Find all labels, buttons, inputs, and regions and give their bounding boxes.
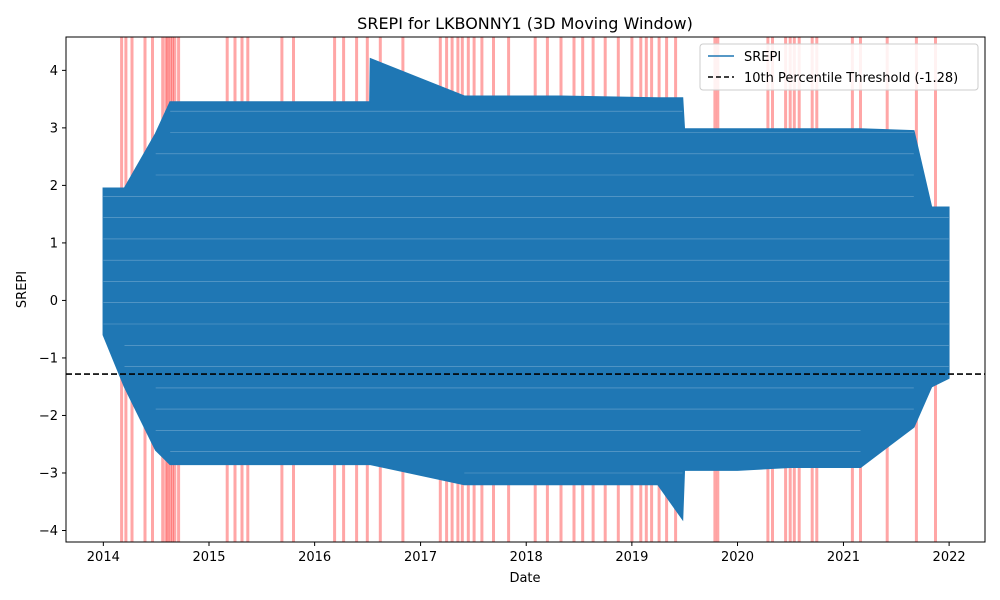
- y-tick-label: 3: [50, 121, 58, 136]
- srepi-series: [102, 57, 950, 522]
- legend-srepi-label: SREPI: [744, 50, 781, 65]
- x-tick-label: 2018: [510, 550, 543, 565]
- legend-threshold-label: 10th Percentile Threshold (-1.28): [744, 71, 958, 86]
- x-axis-label: Date: [509, 571, 540, 586]
- y-tick-label: −4: [39, 524, 58, 539]
- x-tick-label: 2014: [87, 550, 120, 565]
- y-tick-label: 0: [50, 294, 58, 309]
- x-tick-label: 2015: [192, 550, 225, 565]
- legend-box: [699, 43, 979, 91]
- x-axis: 2014 2015 2016 2017 2018 2019 2020 2021 2022: [87, 542, 966, 565]
- x-tick-label: 2016: [298, 550, 331, 565]
- y-tick-label: −2: [39, 409, 58, 424]
- srepi-band: [102, 57, 950, 522]
- y-axis-label: SREPI: [15, 271, 30, 308]
- y-tick-label: −1: [39, 351, 58, 366]
- x-tick-label: 2022: [933, 550, 966, 565]
- x-tick-label: 2019: [615, 550, 648, 565]
- plot-frame: [65, 36, 986, 543]
- y-tick-label: 1: [50, 236, 58, 251]
- y-axis: −4 −3 −2 −1 0 1 2 3 4: [39, 64, 66, 539]
- legend: SREPI 10th Percentile Threshold (-1.28): [699, 43, 979, 91]
- y-tick-label: 4: [50, 64, 58, 79]
- chart-title: SREPI for LKBONNY1 (3D Moving Window): [357, 14, 693, 33]
- x-tick-label: 2017: [404, 550, 437, 565]
- y-tick-label: 2: [50, 179, 58, 194]
- y-tick-label: −3: [39, 466, 58, 481]
- x-tick-label: 2021: [827, 550, 860, 565]
- x-tick-label: 2020: [721, 550, 754, 565]
